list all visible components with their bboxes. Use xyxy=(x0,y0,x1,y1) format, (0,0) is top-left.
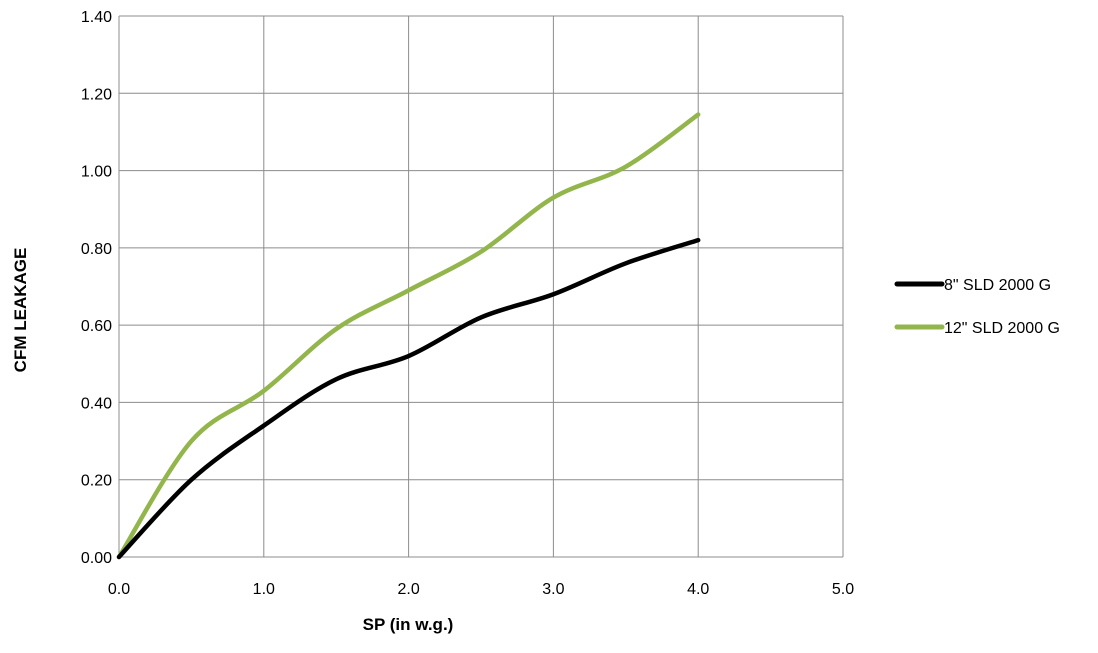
y-tick-label: 0.20 xyxy=(81,473,112,490)
legend-label-12-sld: 12" SLD 2000 G xyxy=(944,320,1060,337)
series-line-12-sld xyxy=(116,112,701,560)
legend: 8" SLD 2000 G 12" SLD 2000 G xyxy=(894,277,1060,337)
series-line-8-sld xyxy=(116,237,701,560)
x-axis-title: SP (in w.g.) xyxy=(363,615,454,634)
y-tick-label: 1.20 xyxy=(81,86,112,103)
y-axis-tick-labels: 0.00 0.20 0.40 0.60 0.80 1.00 1.20 1.40 xyxy=(81,9,112,567)
y-axis-title: CFM LEAKAGE xyxy=(11,248,30,373)
x-tick-label: 5.0 xyxy=(832,581,854,598)
x-tick-label: 4.0 xyxy=(687,581,709,598)
y-tick-label: 1.00 xyxy=(81,164,112,181)
x-axis-tick-labels: 0.0 1.0 2.0 3.0 4.0 5.0 xyxy=(108,581,854,598)
y-tick-label: 0.80 xyxy=(81,241,112,258)
x-tick-label: 1.0 xyxy=(253,581,275,598)
x-tick-label: 0.0 xyxy=(108,581,130,598)
y-tick-label: 0.40 xyxy=(81,395,112,412)
legend-item-8-sld: 8" SLD 2000 G xyxy=(894,277,1051,294)
legend-label-8-sld: 8" SLD 2000 G xyxy=(944,277,1051,294)
y-tick-label: 0.00 xyxy=(81,550,112,567)
y-tick-label: 1.40 xyxy=(81,9,112,26)
series-lines xyxy=(116,112,701,560)
gridlines xyxy=(118,15,844,558)
y-tick-label: 0.60 xyxy=(81,318,112,335)
legend-item-12-sld: 12" SLD 2000 G xyxy=(894,320,1060,337)
x-tick-label: 2.0 xyxy=(397,581,419,598)
x-tick-label: 3.0 xyxy=(542,581,564,598)
